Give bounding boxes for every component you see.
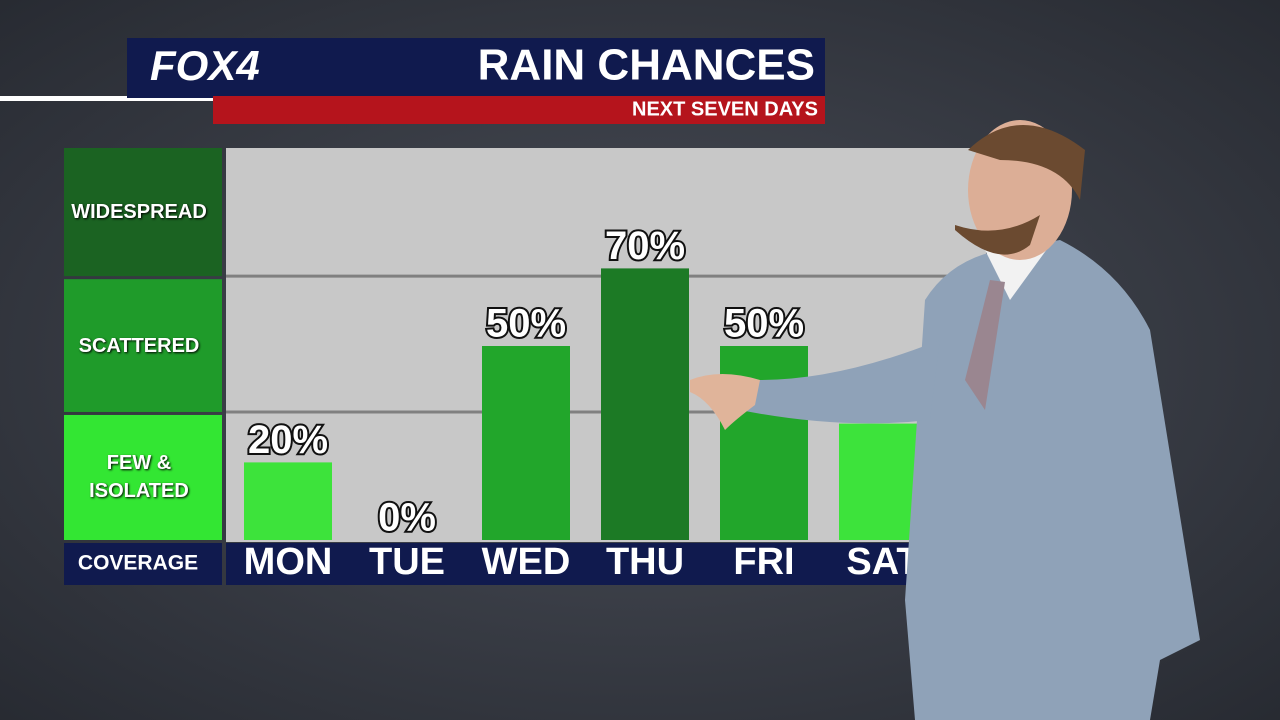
band-label: FEW & ISOLATED: [89, 452, 189, 503]
x-tick-label: THU: [606, 541, 684, 583]
bar: [601, 268, 689, 540]
coverage-band: [64, 279, 222, 412]
data-label: 50%: [486, 302, 566, 346]
chart-subtitle: NEXT SEVEN DAYS: [632, 98, 818, 120]
band-label: WIDESPREAD: [71, 201, 207, 224]
x-tick-label: TUE: [369, 541, 445, 583]
header-box: [127, 38, 825, 98]
coverage-band: [64, 148, 222, 277]
band-label: SCATTERED: [78, 334, 200, 357]
shirt: [985, 245, 1050, 300]
bar: [482, 346, 570, 540]
arm: [740, 340, 940, 424]
band-label-box: FEW & ISOLATED: [89, 452, 189, 503]
coverage-label: COVERAGE: [78, 552, 198, 575]
data-label: 0%: [378, 496, 436, 540]
presenter: [690, 120, 1200, 720]
category-strip: [226, 543, 926, 585]
hand: [690, 374, 760, 430]
data-label: 20%: [248, 418, 328, 462]
band-label-box: SCATTERED: [78, 334, 200, 357]
coverage-box: [64, 543, 222, 585]
bar: [244, 462, 332, 540]
beard: [955, 215, 1040, 255]
data-label: 50%: [724, 302, 804, 346]
chart-title: RAIN CHANCES: [478, 41, 815, 90]
coverage-band: [64, 414, 222, 540]
hair: [968, 125, 1085, 200]
data-label: 70%: [605, 224, 685, 268]
marks: FEW & ISOLATED SCATTERED WIDESPREAD 20% MON 0…: [64, 148, 986, 583]
subtitle-box: [213, 96, 825, 124]
x-tick-label: WED: [482, 541, 571, 583]
band-label-box: WIDESPREAD: [71, 201, 207, 224]
accent-line: [0, 96, 215, 101]
x-tick-label: MON: [244, 541, 333, 583]
x-tick-label: FRI: [733, 541, 794, 583]
logo: FOX4: [150, 42, 260, 89]
tie: [965, 280, 1005, 410]
